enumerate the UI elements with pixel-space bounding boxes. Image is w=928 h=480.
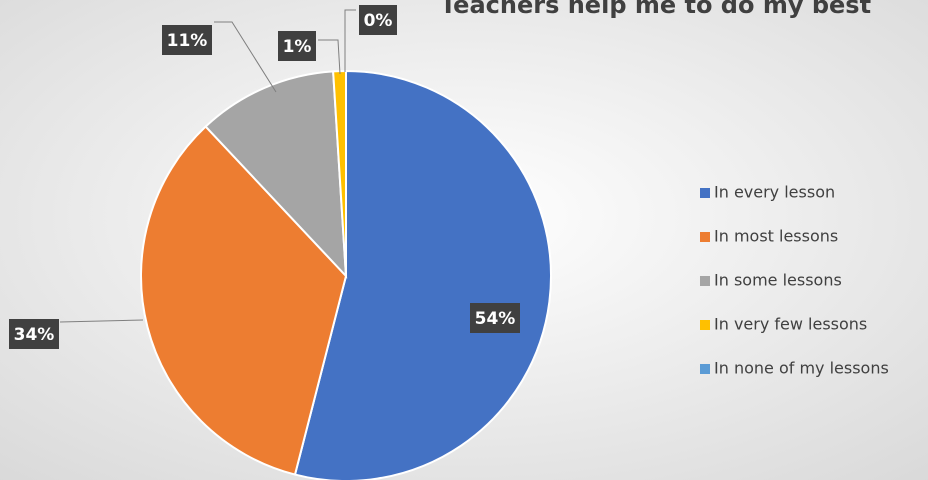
- chart-title: Teachers help me to do my best: [440, 0, 871, 19]
- leader-line: [59, 319, 144, 323]
- legend-swatch: [700, 276, 710, 286]
- data-label-box: [359, 5, 397, 35]
- data-label-box: [470, 303, 520, 333]
- legend-label: In none of my lessons: [714, 359, 889, 378]
- legend-label: In most lessons: [714, 227, 838, 246]
- legend-label: In some lessons: [714, 271, 842, 290]
- data-label: 11%: [167, 31, 208, 51]
- leader-line: [344, 9, 356, 72]
- data-label: 54%: [475, 309, 516, 329]
- data-label: 1%: [283, 37, 312, 57]
- data-label-box: [9, 319, 59, 349]
- legend-label: In very few lessons: [714, 315, 867, 334]
- pie-slice: [293, 69, 552, 480]
- data-label-box: [162, 25, 212, 55]
- data-label: 0%: [364, 11, 393, 31]
- legend-swatch: [700, 364, 710, 374]
- legend-swatch: [700, 320, 710, 330]
- legend-swatch: [700, 188, 710, 198]
- data-label-box: [278, 31, 316, 61]
- legend-swatch: [700, 232, 710, 242]
- pie-slice: [140, 125, 348, 476]
- leader-line: [318, 39, 341, 75]
- legend-label: In every lesson: [714, 183, 835, 202]
- leader-line: [214, 21, 277, 93]
- data-label: 34%: [14, 325, 55, 345]
- pie-slice: [204, 70, 348, 279]
